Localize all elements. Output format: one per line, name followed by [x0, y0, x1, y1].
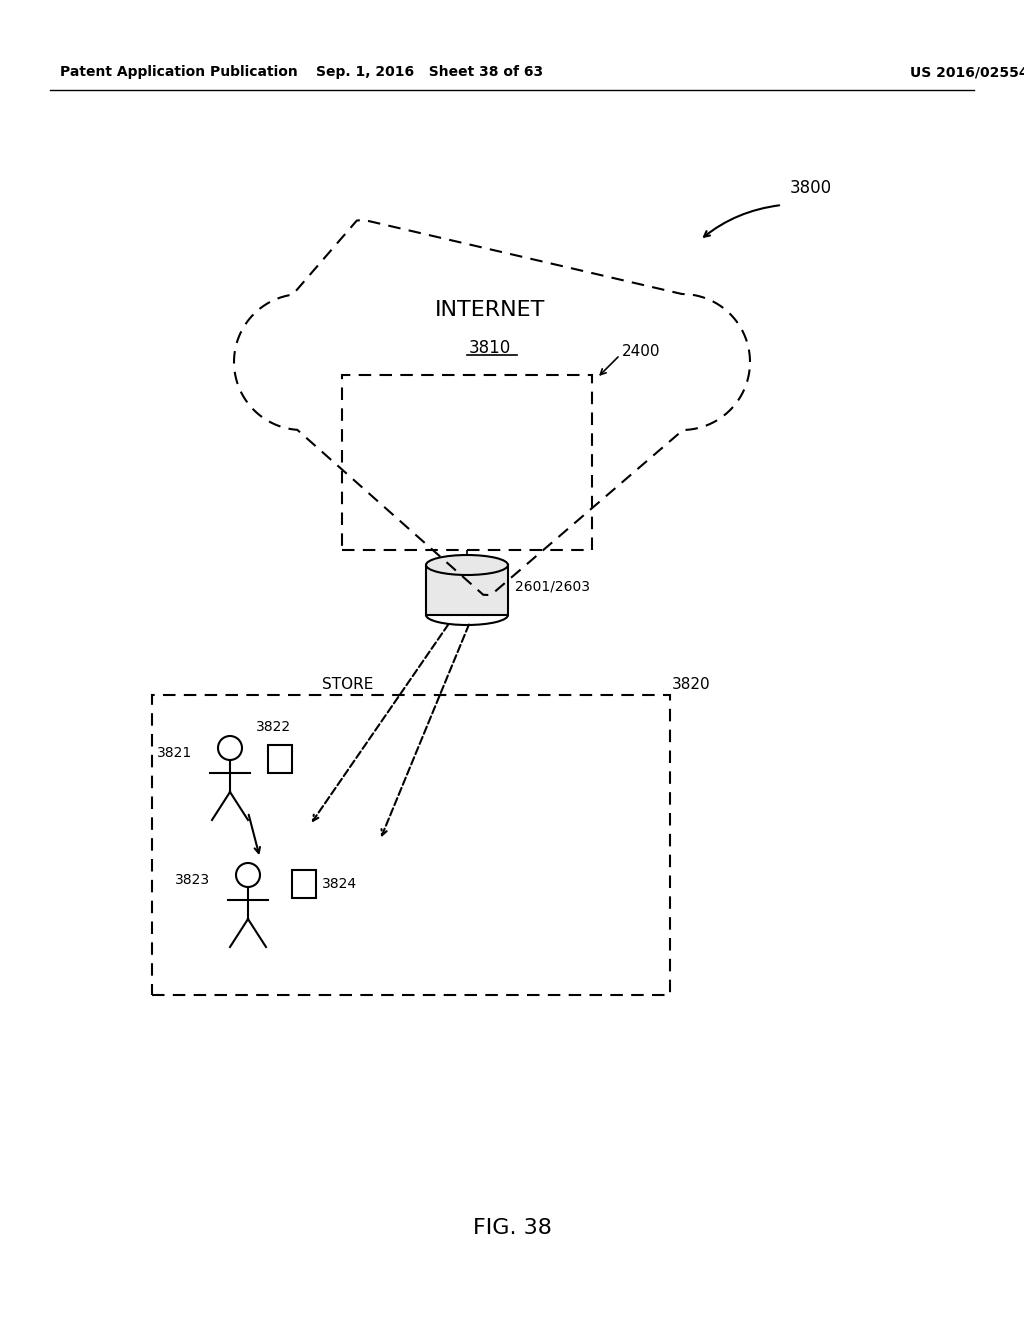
Bar [342, 375, 592, 550]
Text: 2400: 2400 [622, 345, 660, 359]
Text: 3823: 3823 [175, 873, 210, 887]
Text: Patent Application Publication: Patent Application Publication [60, 65, 298, 79]
Text: 3824: 3824 [322, 876, 357, 891]
Text: STORE: STORE [323, 677, 374, 692]
Bar [426, 565, 508, 615]
Bar [152, 696, 670, 995]
Bar [292, 870, 316, 898]
Text: 3821: 3821 [157, 746, 193, 760]
Text: 2601/2603: 2601/2603 [515, 579, 590, 594]
Text: 3810: 3810 [469, 339, 511, 356]
Text: 3820: 3820 [672, 677, 711, 692]
Text: Sep. 1, 2016   Sheet 38 of 63: Sep. 1, 2016 Sheet 38 of 63 [316, 65, 544, 79]
Text: 3822: 3822 [256, 719, 291, 734]
Ellipse shape [426, 554, 508, 576]
Text: 3800: 3800 [790, 180, 833, 197]
Bar [268, 744, 292, 774]
Text: INTERNET: INTERNET [435, 300, 545, 319]
Text: FIG. 38: FIG. 38 [472, 1218, 552, 1238]
Text: US 2016/0255495 A1: US 2016/0255495 A1 [910, 65, 1024, 79]
